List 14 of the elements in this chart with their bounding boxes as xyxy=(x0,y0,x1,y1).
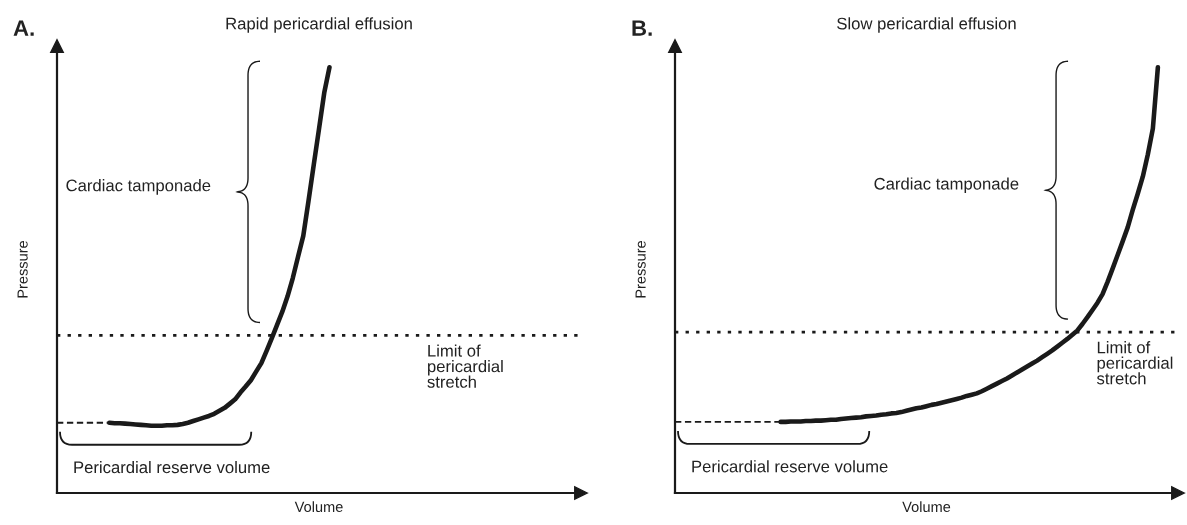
annotation: Limit of pericardial stretch xyxy=(1096,341,1173,385)
annotation: Cardiac tamponade xyxy=(874,177,1019,193)
y-axis-title: Pressure xyxy=(635,240,646,298)
chart-title: Rapid pericardial effusion xyxy=(226,17,412,33)
annotation: Pericardial reserve volume xyxy=(692,460,888,473)
annotation: Limit of pericardial stretch xyxy=(427,344,503,388)
annotation: Cardiac tamponade xyxy=(66,179,211,195)
x-axis-title: Volume xyxy=(902,501,951,513)
chart-title: Slow pericardial effusion xyxy=(837,17,1016,33)
x-axis-title: Volume xyxy=(294,501,343,513)
y-axis-title: Pressure xyxy=(17,240,28,298)
text: B. xyxy=(632,20,652,36)
text: A. xyxy=(13,20,34,36)
annotation: Pericardial reserve volume xyxy=(74,460,270,474)
